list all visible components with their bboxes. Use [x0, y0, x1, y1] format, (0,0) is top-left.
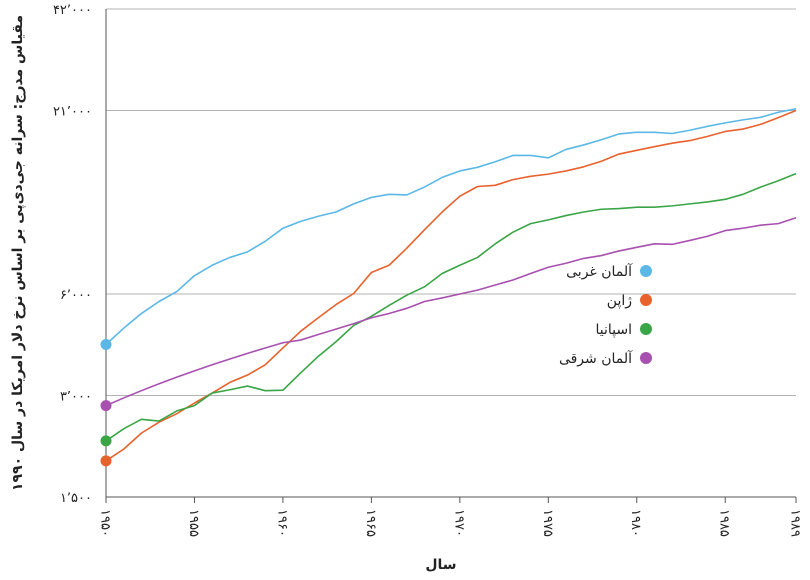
series-line: [105, 216, 797, 407]
series-start-marker: [100, 455, 112, 467]
y-tick-label: ۱٬۵۰۰: [60, 491, 92, 506]
series-start-marker: [100, 400, 112, 412]
gridlines: [106, 8, 796, 396]
x-tick-label: ۱۹۸۹: [787, 509, 802, 537]
axes: ۱٬۵۰۰ ۳٬۰۰۰ ۶٬۰۰۰ ۲۱٬۰۰۰ ۴۲٬۰۰۰ ۱۹۵۰ ۱۹۵۵ ۱۹۶۰ ۱…: [53, 3, 802, 537]
legend-marker: [640, 294, 652, 306]
y-axis-title: مقیاس مدرج: سرانه جی‌دی‌پی بر اساس نرخ د…: [10, 15, 26, 491]
x-tick-label: ۱۹۵۵: [186, 509, 201, 537]
x-tick-label: ۱۹۷۵: [540, 509, 555, 537]
x-tick-label: ۱۹۶۵: [363, 509, 378, 537]
y-tick-label: ۲۱٬۰۰۰: [53, 105, 92, 120]
x-tick-label: ۱۹۸۵: [717, 509, 732, 537]
series-start-marker: [100, 338, 112, 350]
series-lines: [100, 107, 797, 467]
legend-label: آلمان شرقی: [559, 350, 633, 367]
series-line: [105, 109, 797, 462]
legend-label: آلمان غربی: [566, 263, 633, 280]
series-line: [105, 107, 797, 346]
series-start-marker: [100, 435, 112, 447]
legend-marker: [640, 265, 652, 277]
legend-label: ژاپن: [607, 293, 632, 309]
x-tick-label: ۱۹۶۰: [274, 509, 289, 537]
legend-marker: [640, 323, 652, 335]
legend-label: اسپانیا: [596, 322, 633, 338]
legend: آلمان غربی ژاپن اسپانیا آلمان شرقی: [559, 263, 652, 367]
legend-marker: [640, 352, 652, 364]
x-tick-label: ۱۹۸۰: [628, 509, 643, 537]
series-line: [105, 172, 797, 442]
x-axis-title: سال: [425, 557, 456, 573]
x-tick-label: ۱۹۷۰: [451, 509, 466, 537]
y-tick-label: ۳٬۰۰۰: [60, 389, 92, 404]
y-tick-label: ۶٬۰۰۰: [60, 288, 92, 303]
x-tick-label: ۱۹۵۰: [97, 509, 112, 537]
y-tick-label: ۴۲٬۰۰۰: [53, 3, 92, 18]
